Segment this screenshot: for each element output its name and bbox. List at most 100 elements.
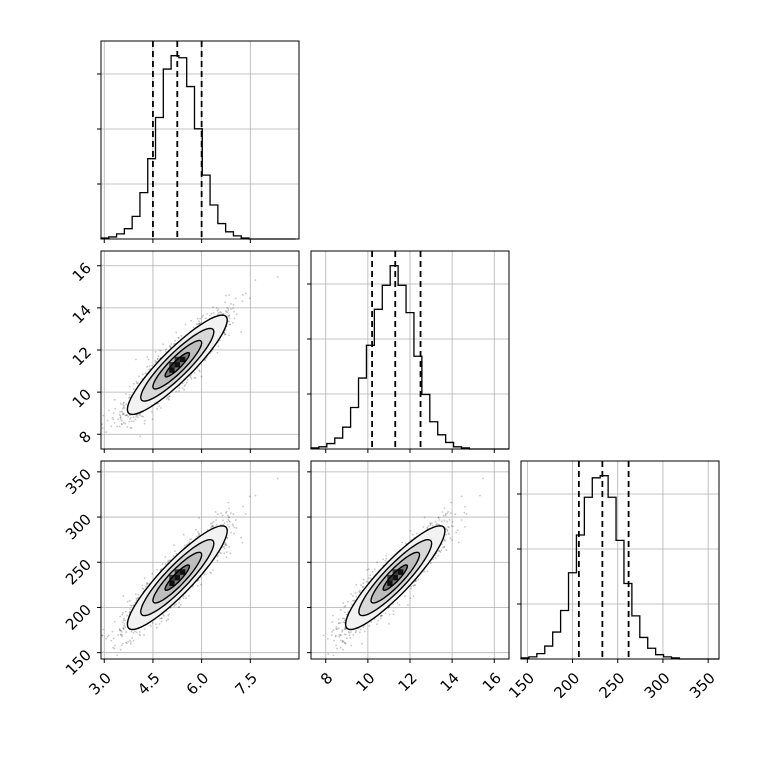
sample-point <box>178 386 181 389</box>
sample-point <box>344 627 346 630</box>
sample-point <box>442 546 444 549</box>
sample-point <box>141 373 144 376</box>
sample-point <box>233 526 236 529</box>
sample-point <box>199 322 202 325</box>
sample-point <box>342 617 345 620</box>
sample-point <box>224 310 227 312</box>
sample-point <box>160 620 163 623</box>
sample-point <box>164 556 167 558</box>
sample-point <box>146 356 149 358</box>
sample-point <box>130 630 133 633</box>
sample-point <box>129 426 132 429</box>
sample-point <box>365 580 368 583</box>
sample-point <box>151 418 154 421</box>
sample-point <box>134 630 137 633</box>
sample-point <box>198 370 201 373</box>
sample-point <box>225 544 228 547</box>
sample-point <box>92 653 94 655</box>
sample-point <box>220 512 223 515</box>
sample-point <box>209 314 211 317</box>
histogram-0 <box>100 55 296 240</box>
sample-point <box>135 358 137 361</box>
sample-point <box>216 352 219 354</box>
sample-point <box>199 317 202 320</box>
sample-point <box>138 375 140 378</box>
sample-point <box>128 610 131 613</box>
panel-frame <box>100 460 300 660</box>
sample-point <box>346 637 348 640</box>
sample-point <box>124 619 126 622</box>
sample-point <box>146 365 149 368</box>
sample-point <box>388 623 390 625</box>
sample-point <box>276 276 279 278</box>
sample-point <box>148 365 151 367</box>
sample-point <box>178 390 181 393</box>
sample-point <box>113 620 116 623</box>
sample-point <box>184 384 187 386</box>
sample-point <box>127 415 130 418</box>
sample-point <box>415 579 417 582</box>
sample-point <box>244 292 247 295</box>
histogram-bin <box>187 87 195 239</box>
sample-point <box>169 346 172 349</box>
sample-point <box>135 380 138 383</box>
density-peak-block <box>169 367 175 373</box>
sample-point <box>225 329 227 331</box>
sample-point <box>228 516 231 519</box>
sample-point <box>338 634 340 636</box>
sample-point <box>120 631 123 633</box>
contour-line <box>126 314 228 416</box>
x-tick-label: 150 <box>505 669 538 702</box>
sample-point <box>177 336 180 339</box>
sample-point <box>159 617 162 620</box>
sample-point <box>455 531 457 534</box>
histogram-bin <box>438 435 446 449</box>
sample-point <box>193 371 196 374</box>
sample-point <box>235 313 238 316</box>
histogram-bin <box>390 266 398 449</box>
sample-point <box>118 629 121 632</box>
sample-point <box>186 379 189 381</box>
sample-point <box>143 422 146 425</box>
sample-point <box>148 368 151 371</box>
sample-point <box>223 332 226 335</box>
sample-point <box>219 311 222 313</box>
sample-point <box>129 639 131 642</box>
sample-point <box>160 617 163 619</box>
sample-point <box>145 585 147 588</box>
sample-point <box>228 320 231 323</box>
sample-point <box>223 547 226 550</box>
sample-point <box>157 355 160 358</box>
sample-point <box>232 513 235 516</box>
sample-point <box>124 422 127 425</box>
sample-point <box>164 350 167 353</box>
sample-point <box>180 335 183 337</box>
sample-point <box>118 425 121 428</box>
histogram-bin <box>163 69 171 239</box>
sample-point <box>158 405 161 408</box>
sample-point <box>464 526 466 528</box>
sample-point <box>102 628 105 631</box>
sample-point <box>131 637 134 639</box>
sample-point <box>119 414 122 417</box>
sample-point <box>112 418 115 421</box>
sample-point <box>183 385 186 387</box>
sample-point <box>161 563 164 566</box>
sample-point <box>124 414 126 417</box>
sample-point <box>229 323 232 326</box>
sample-point <box>157 402 160 405</box>
sample-point <box>135 593 137 595</box>
sample-point <box>341 641 344 643</box>
sample-point <box>212 306 215 308</box>
sample-point <box>146 583 149 586</box>
sample-point <box>216 559 219 562</box>
sample-point <box>214 511 217 513</box>
sample-point <box>190 319 192 322</box>
sample-point <box>196 535 199 538</box>
joint-body <box>322 477 484 657</box>
sample-point <box>196 317 199 320</box>
sample-point <box>151 364 154 367</box>
sample-point <box>196 531 199 533</box>
sample-point <box>225 556 228 558</box>
sample-point <box>188 541 191 544</box>
